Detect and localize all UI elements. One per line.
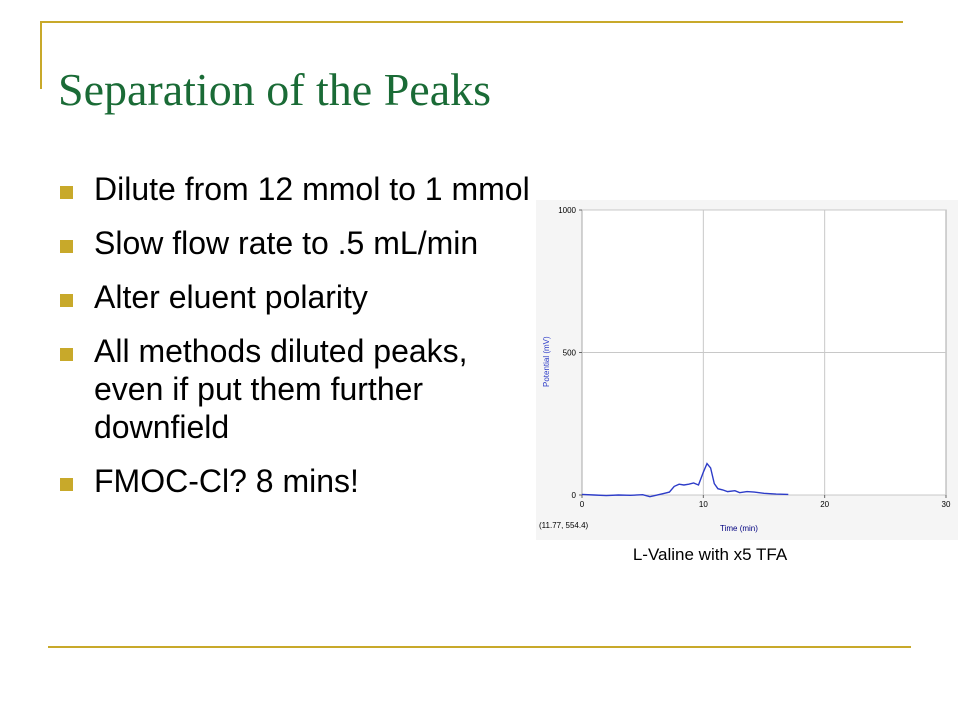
bullet-text: FMOC-Cl? 8 mins! [94,463,359,499]
chromatogram-chart: 0 500 1000 0 10 20 30 Time (min) Potential (m… [536,200,958,540]
frame-left-rule [40,21,42,89]
bullet-item: FMOC-Cl? 8 mins! [60,462,540,500]
chart-caption: L-Valine with x5 TFA [632,545,788,564]
bullet-square-icon [60,478,73,491]
bullet-item: Dilute from 12 mmol to 1 mmol [60,170,540,208]
bullet-text: All methods diluted peaks, even if put t… [94,333,468,445]
y-tick-label: 1000 [558,206,576,215]
bullet-list: Dilute from 12 mmol to 1 mmol Slow flow … [60,170,540,516]
bullet-text: Alter eluent polarity [94,279,368,315]
bullet-item: All methods diluted peaks, even if put t… [60,332,540,446]
x-axis-label: Time (min) [720,524,758,533]
y-axis-label: Potential (mV) [542,336,551,387]
bullet-square-icon [60,186,73,199]
y-tick-label: 0 [572,491,577,500]
bullet-item: Alter eluent polarity [60,278,540,316]
x-tick-label: 20 [820,500,829,509]
x-tick-label: 30 [942,500,951,509]
bullet-square-icon [60,240,73,253]
x-tick-label: 10 [699,500,708,509]
chart-grid [582,209,946,496]
series-line [581,462,789,498]
slide-title: Separation of the Peaks [58,64,492,115]
y-tick-label: 500 [563,349,577,358]
x-tick-label: 0 [580,500,585,509]
bullet-square-icon [60,294,73,307]
frame-top-rule [40,21,903,23]
frame-bottom-rule [48,646,911,648]
bullet-text: Dilute from 12 mmol to 1 mmol [94,171,530,207]
bullet-text: Slow flow rate to .5 mL/min [94,225,479,261]
x-axis: 0 10 20 30 [580,495,951,509]
bullet-item: Slow flow rate to .5 mL/min [60,224,540,262]
cursor-readout: (11.77, 554.4) [539,521,589,530]
bullet-square-icon [60,348,73,361]
chromatogram-svg: 0 500 1000 0 10 20 30 Time (min) Potential (m… [536,200,958,540]
